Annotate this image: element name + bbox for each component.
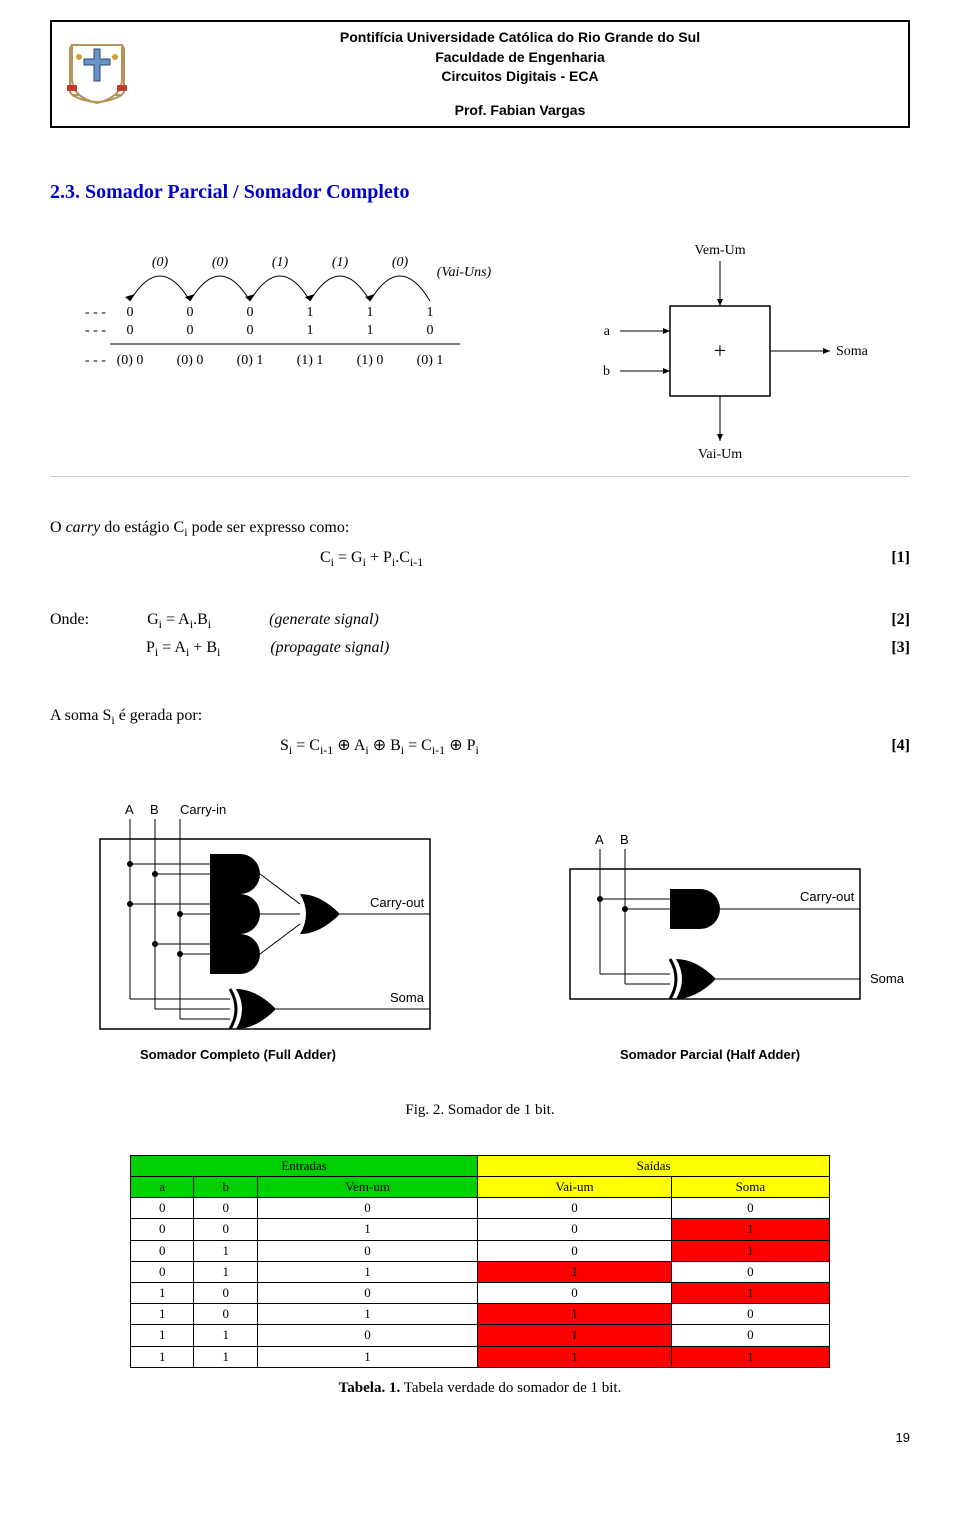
svg-text:(0): (0) <box>392 255 409 270</box>
logic-circuits: A B Carry-in Carry-out <box>50 799 910 1121</box>
svg-text:1: 1 <box>427 305 434 320</box>
svg-text:- - -: - - - <box>85 353 106 368</box>
svg-text:- - -: - - - <box>85 305 106 320</box>
svg-text:(0) 1: (0) 1 <box>237 353 264 368</box>
page-number: 19 <box>50 1429 910 1447</box>
svg-text:(Vai-Uns): (Vai-Uns) <box>437 265 492 280</box>
svg-text:(0) 0: (0) 0 <box>117 353 144 368</box>
outputs-header: Saídas <box>478 1155 830 1176</box>
svg-text:1: 1 <box>307 305 314 320</box>
svg-text:Carry-out: Carry-out <box>370 895 425 910</box>
adder-block-diagram: + a b Soma Vem-Um Vai-Um <box>550 236 890 466</box>
svg-text:B: B <box>150 802 159 817</box>
page-header: Pontifícia Universidade Católica do Rio … <box>50 20 910 128</box>
faculty-name: Faculdade de Engenharia <box>142 48 898 68</box>
university-crest-icon <box>62 39 132 109</box>
svg-text:Carry-in: Carry-in <box>180 802 226 817</box>
svg-text:(1) 1: (1) 1 <box>297 353 324 368</box>
university-name: Pontifícia Universidade Católica do Rio … <box>142 28 898 48</box>
svg-text:(0) 0: (0) 0 <box>177 353 204 368</box>
svg-text:(1): (1) <box>272 255 289 270</box>
svg-text:Soma: Soma <box>870 971 905 986</box>
generate-note: (generate signal) <box>269 611 379 628</box>
eq2-tag: [2] <box>891 609 910 633</box>
svg-text:Soma: Soma <box>836 344 869 359</box>
course-name: Circuitos Digitais - ECA <box>142 67 898 87</box>
svg-text:Somador Completo (Full Adder): Somador Completo (Full Adder) <box>140 1047 336 1062</box>
top-diagrams: (0) (0) (1) (1) (0) (Vai-Uns) - - - - - - - - -… <box>50 236 910 477</box>
svg-text:(1) 0: (1) 0 <box>357 353 384 368</box>
svg-text:Somador Parcial (Half Adder): Somador Parcial (Half Adder) <box>620 1047 800 1062</box>
svg-text:(0): (0) <box>212 255 229 270</box>
svg-text:0: 0 <box>187 305 194 320</box>
svg-text:Vai-Um: Vai-Um <box>698 447 742 462</box>
svg-text:A: A <box>595 832 604 847</box>
figure-caption: Fig. 2. Somador de 1 bit. <box>50 1100 910 1121</box>
svg-text:b: b <box>603 364 610 379</box>
header-text-block: Pontifícia Universidade Católica do Rio … <box>142 28 898 120</box>
svg-text:0: 0 <box>427 323 434 338</box>
svg-text:(0) 1: (0) 1 <box>417 353 444 368</box>
propagate-note: (propagate signal) <box>270 639 389 656</box>
svg-text:a: a <box>604 324 611 339</box>
svg-text:Carry-out: Carry-out <box>800 889 855 904</box>
svg-text:0: 0 <box>247 305 254 320</box>
svg-text:1: 1 <box>307 323 314 338</box>
svg-text:- - -: - - - <box>85 323 106 338</box>
svg-text:A: A <box>125 802 134 817</box>
where-label: Onde: <box>50 611 89 628</box>
eq4-tag: [4] <box>891 735 910 759</box>
svg-text:0: 0 <box>127 323 134 338</box>
professor-name: Prof. Fabian Vargas <box>142 101 898 121</box>
svg-text:+: + <box>714 338 726 363</box>
svg-text:Vem-Um: Vem-Um <box>694 243 745 258</box>
carry-propagation-diagram: (0) (0) (1) (1) (0) (Vai-Uns) - - - - - - - - -… <box>50 236 530 416</box>
table-caption: Tabela. 1. Tabela verdade do somador de … <box>50 1378 910 1399</box>
svg-text:Soma: Soma <box>390 990 425 1005</box>
svg-text:B: B <box>620 832 629 847</box>
eq1-tag: [1] <box>891 547 910 571</box>
svg-text:(0): (0) <box>152 255 169 270</box>
truth-table: Entradas Saídas abVem-umVai-umSoma 00000… <box>130 1155 830 1368</box>
svg-text:0: 0 <box>247 323 254 338</box>
svg-text:1: 1 <box>367 323 374 338</box>
section-title: 2.3. Somador Parcial / Somador Completo <box>50 178 910 206</box>
svg-text:(1): (1) <box>332 255 349 270</box>
equations-block: O carry do estágio Ci pode ser expresso … <box>50 517 910 759</box>
svg-text:0: 0 <box>127 305 134 320</box>
entries-header: Entradas <box>131 1155 478 1176</box>
eq3-tag: [3] <box>891 637 910 661</box>
svg-text:1: 1 <box>367 305 374 320</box>
svg-text:0: 0 <box>187 323 194 338</box>
